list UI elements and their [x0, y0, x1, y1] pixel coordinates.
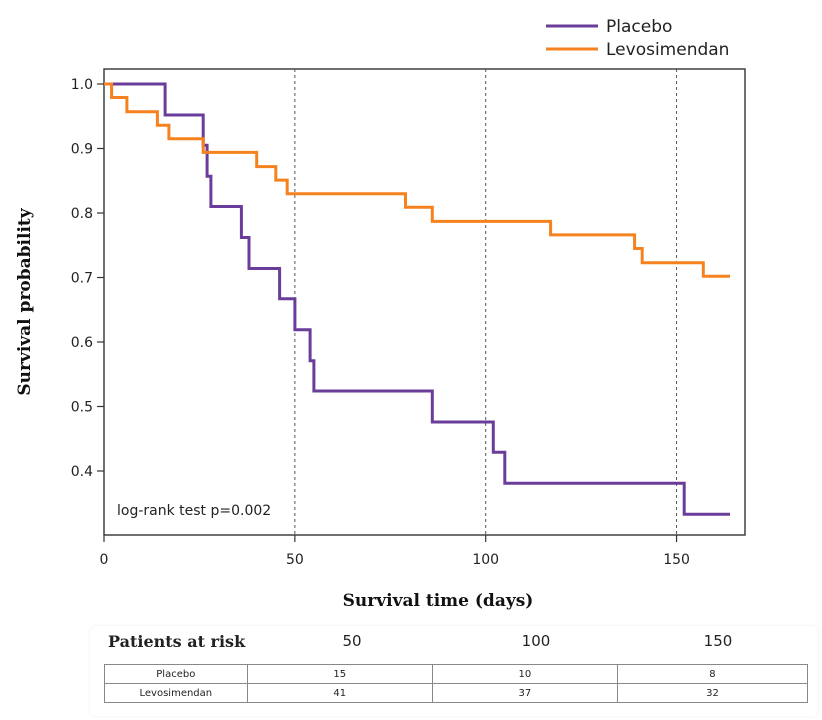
risk-table: Placebo 15 10 8 Levosimendan 41 37 32: [104, 664, 809, 703]
risk-timepoint-100: 100: [521, 632, 551, 650]
y-tick-label: 0.9: [71, 142, 93, 158]
risk-table-header: Patients at risk 50 100 150: [90, 632, 818, 658]
x-tick-label: 150: [663, 552, 690, 568]
series-lines: [104, 82, 730, 516]
plot-frame: [103, 68, 746, 536]
risk-table-panel: Patients at risk 50 100 150 Placebo 15 1…: [90, 626, 818, 716]
series-line-placebo: [104, 82, 730, 516]
risk-cell: 8: [616, 664, 809, 684]
y-axis-title: Survival probability: [15, 207, 35, 395]
risk-cell: 32: [616, 683, 809, 703]
reference-lines: [294, 69, 678, 535]
risk-row-label: Levosimendan: [104, 683, 248, 703]
x-tick-label: 100: [472, 552, 499, 568]
risk-cell: 41: [246, 683, 433, 703]
risk-row-levosimendan: Levosimendan 41 37 32: [104, 683, 809, 703]
x-axis-title: Survival time (days): [343, 591, 534, 611]
y-tick-label: 0.6: [71, 335, 93, 351]
legend: Placebo Levosimendan: [546, 17, 729, 60]
survival-chart: 1.0 0.9 0.8 0.7 0.6 0.5 0.4 0 50 100 150 log-rank…: [15, 17, 746, 611]
risk-row-label: Placebo: [104, 664, 248, 684]
risk-cell: 37: [431, 683, 618, 703]
y-axis-ticks: 1.0 0.9 0.8 0.7 0.6 0.5 0.4: [71, 77, 104, 480]
y-tick-label: 0.5: [71, 400, 93, 416]
risk-timepoint-50: 50: [342, 632, 362, 650]
x-axis-ticks: 0 50 100 150: [100, 535, 690, 568]
legend-label-placebo: Placebo: [606, 17, 672, 37]
x-tick-label: 50: [286, 552, 304, 568]
y-tick-label: 0.7: [71, 271, 93, 287]
log-rank-annotation: log-rank test p=0.002: [117, 503, 271, 519]
risk-table-title: Patients at risk: [108, 632, 246, 651]
y-tick-label: 1.0: [71, 77, 93, 93]
risk-cell: 15: [246, 664, 433, 684]
legend-label-levosimendan: Levosimendan: [606, 40, 729, 60]
series-line-levosimendan: [104, 82, 730, 278]
risk-row-placebo: Placebo 15 10 8: [104, 664, 809, 684]
risk-timepoint-150: 150: [703, 632, 733, 650]
x-tick-label: 0: [100, 552, 109, 568]
y-tick-label: 0.4: [71, 464, 93, 480]
risk-cell: 10: [431, 664, 618, 684]
y-tick-label: 0.8: [71, 206, 93, 222]
